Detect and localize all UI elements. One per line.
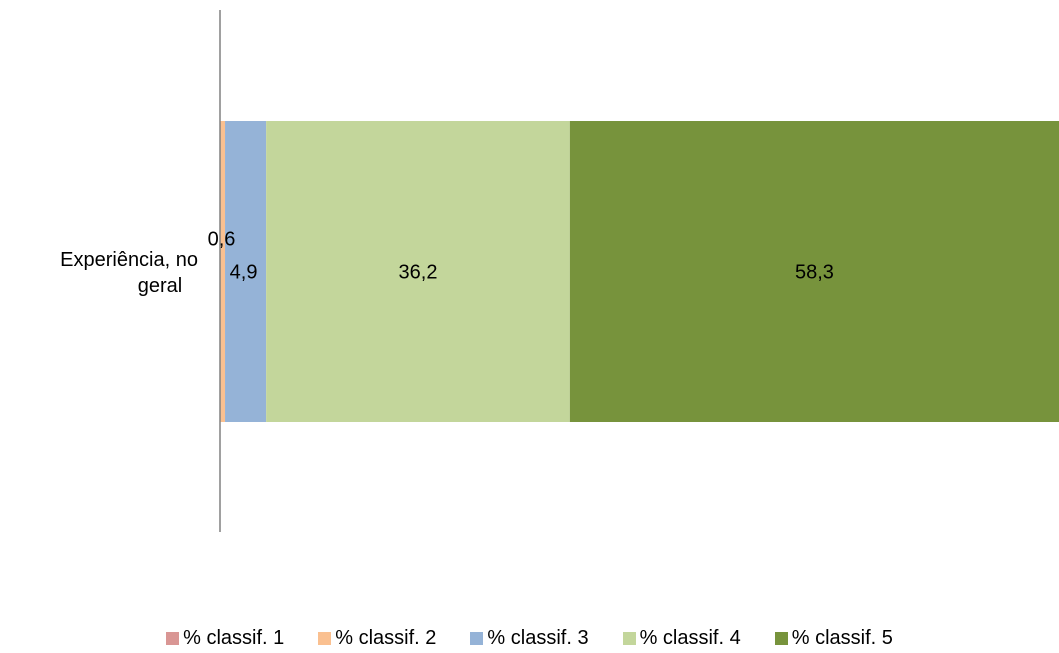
category-label-line-2: geral xyxy=(138,275,182,297)
legend-swatch-classif-3 xyxy=(470,631,484,645)
data-label-classif-4: 36,2 xyxy=(399,262,438,284)
legend-item-classif-5: % classif. 5 xyxy=(774,626,893,650)
legend-swatch-classif-2 xyxy=(318,631,332,645)
bar-classif-3 xyxy=(225,121,267,422)
bar-group xyxy=(220,121,1059,422)
legend-label-classif-4: % classif. 4 xyxy=(639,626,741,649)
legend-item-classif-3: % classif. 3 xyxy=(470,626,589,650)
data-label-group: 0,6 4,9 36,2 58,3 xyxy=(208,229,834,284)
legend-item-classif-1: % classif. 1 xyxy=(166,627,284,650)
legend-label-classif-1: % classif. 1 xyxy=(183,626,285,649)
data-label-classif-3: 4,9 xyxy=(230,262,258,284)
bar-classif-4 xyxy=(266,121,570,422)
category-label-line-1: Experiência, no xyxy=(60,249,198,271)
legend-item-classif-2: % classif. 2 xyxy=(318,627,436,650)
legend-label-classif-5: % classif. 5 xyxy=(791,626,893,649)
data-label-classif-5: 58,3 xyxy=(795,262,834,284)
legend-label-classif-2: % classif. 2 xyxy=(335,626,437,649)
legend-swatch-classif-4 xyxy=(622,631,636,645)
legend-swatch-classif-1 xyxy=(166,631,180,645)
legend-label-classif-3: % classif. 3 xyxy=(487,626,589,649)
legend-item-classif-4: % classif. 4 xyxy=(622,626,741,650)
data-label-classif-2: 0,6 xyxy=(208,229,236,251)
chart-legend: % classif. 1 % classif. 2 % classif. 3 %… xyxy=(0,623,1059,653)
bar-classif-2 xyxy=(220,121,226,422)
legend-swatch-classif-5 xyxy=(774,631,788,645)
bar-classif-5 xyxy=(569,121,1059,422)
